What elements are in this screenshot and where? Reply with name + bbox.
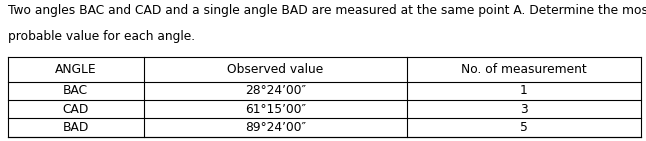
Text: 89°24’00″: 89°24’00″ bbox=[245, 121, 306, 134]
Text: 3: 3 bbox=[520, 103, 528, 116]
Text: 5: 5 bbox=[520, 121, 528, 134]
Text: BAD: BAD bbox=[63, 121, 89, 134]
Text: Observed value: Observed value bbox=[227, 63, 324, 76]
Text: 28°24’00″: 28°24’00″ bbox=[245, 84, 306, 97]
Text: 61°15’00″: 61°15’00″ bbox=[245, 103, 306, 116]
Text: Two angles BAC and CAD and a single angle BAD are measured at the same point A. : Two angles BAC and CAD and a single angl… bbox=[8, 4, 646, 17]
Text: BAC: BAC bbox=[63, 84, 89, 97]
Text: 1: 1 bbox=[520, 84, 528, 97]
Text: probable value for each angle.: probable value for each angle. bbox=[8, 30, 195, 43]
Text: No. of measurement: No. of measurement bbox=[461, 63, 587, 76]
Text: ANGLE: ANGLE bbox=[55, 63, 97, 76]
Text: CAD: CAD bbox=[63, 103, 89, 116]
